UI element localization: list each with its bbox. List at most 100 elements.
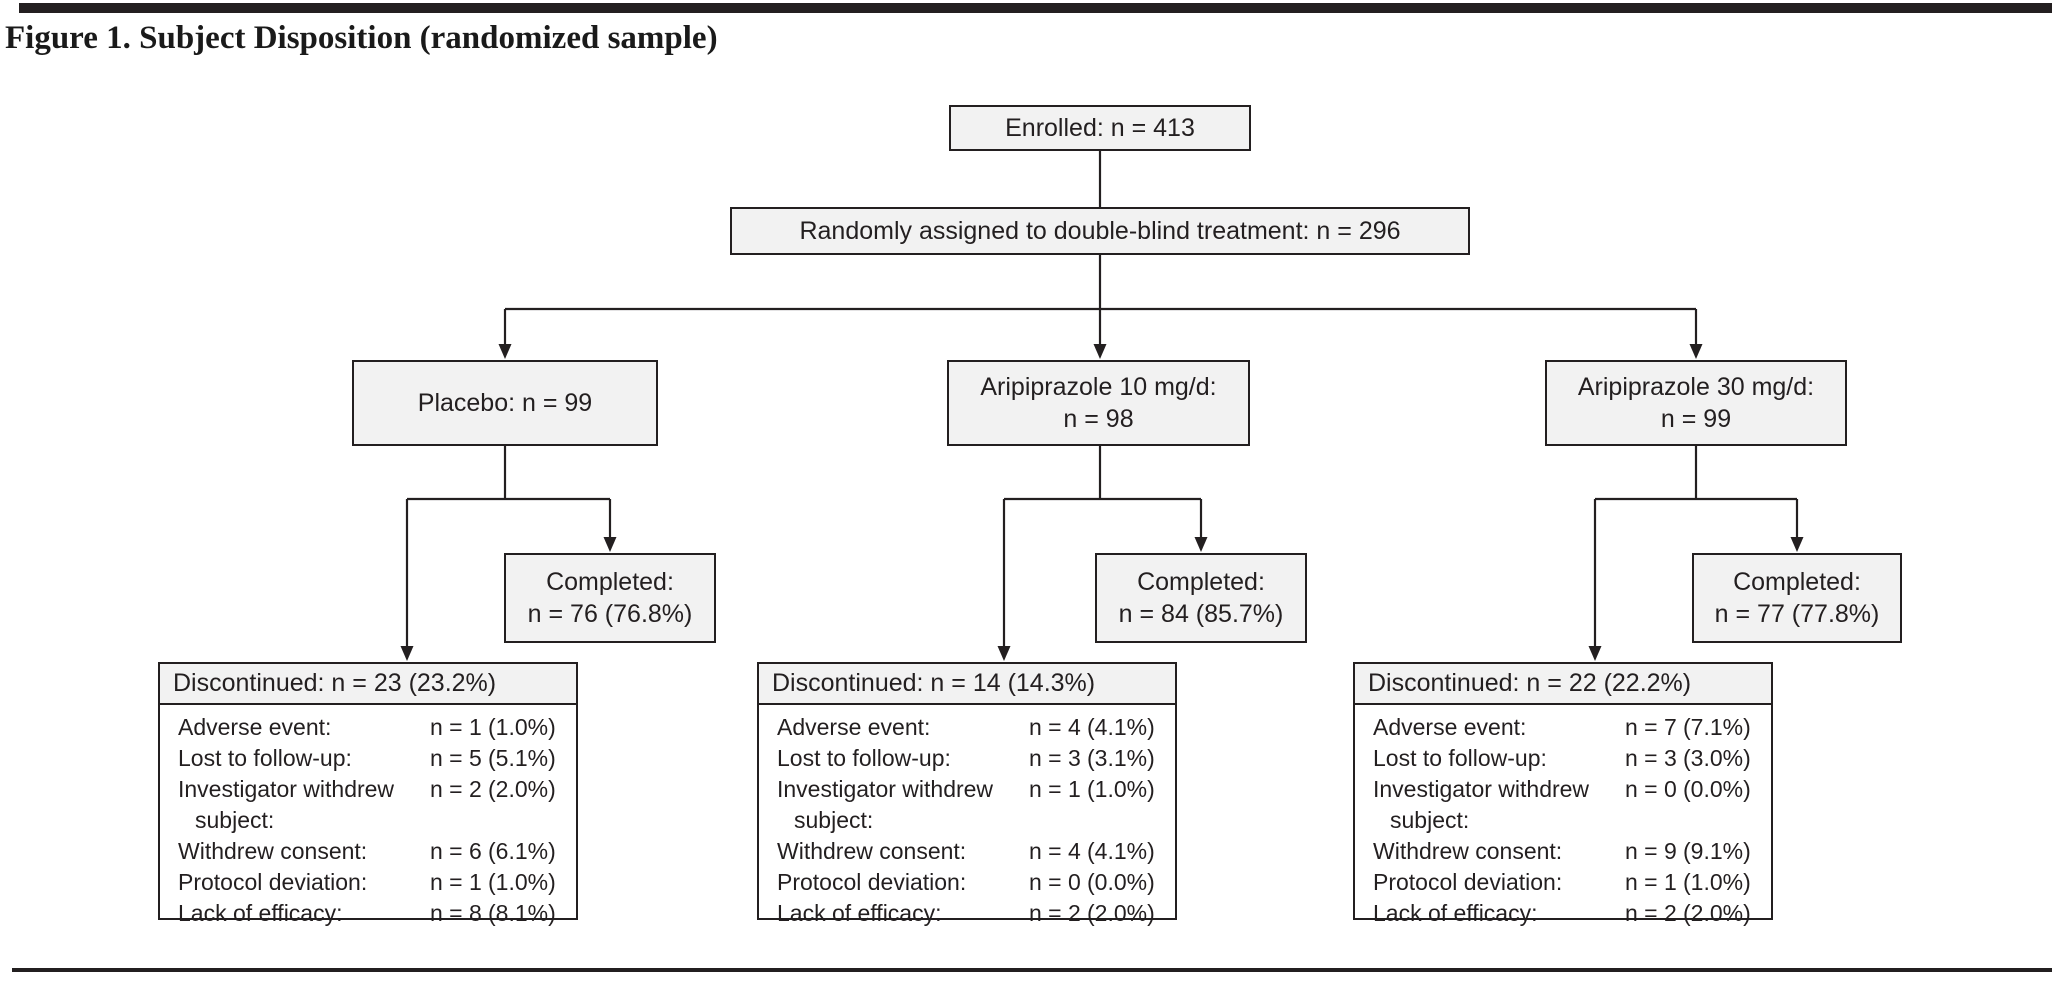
- reason-label: Lost to follow-up:: [178, 745, 352, 771]
- discontinued-box-arip30: Discontinued: n = 22 (22.2%) Adverse eve…: [1353, 662, 1773, 926]
- completed-arip10-line2: n = 84 (85.7%): [1118, 600, 1284, 628]
- reason-row: Lost to follow-up: n = 5 (5.1%): [178, 743, 566, 774]
- reason-n: n = 6: [430, 838, 482, 864]
- reason-label: Investigator withdrew: [777, 776, 994, 802]
- discontinued-box-arip10: Discontinued: n = 14 (14.3%) Adverse eve…: [757, 662, 1177, 926]
- reason-row: Protocol deviation: n = 1 (1.0%): [178, 867, 566, 898]
- reason-row: Investigator withdrew subject: n = 0 (0.0…: [1373, 774, 1761, 836]
- reason-n: n = 1: [430, 869, 482, 895]
- reason-n: n = 9: [1625, 838, 1677, 864]
- reason-pct: (0.0%): [1087, 869, 1155, 895]
- reason-n: n = 1: [430, 714, 482, 740]
- arm-placebo-label: Placebo: n = 99: [417, 389, 593, 417]
- reason-label: Protocol deviation:: [1373, 869, 1563, 895]
- arrowhead-arip30: [1689, 344, 1703, 359]
- completed-box-arip10: Completed: n = 84 (85.7%): [1095, 553, 1307, 643]
- completed-arip10-line1: Completed:: [1137, 568, 1265, 596]
- reason-pct: (1.0%): [488, 714, 556, 740]
- reason-row: Protocol deviation: n = 1 (1.0%): [1373, 867, 1761, 898]
- reason-pct: (5.1%): [488, 745, 556, 771]
- reason-n: n = 2: [1625, 900, 1677, 926]
- arm-box-placebo: Placebo: n = 99: [352, 360, 658, 446]
- reason-label: Adverse event:: [178, 714, 332, 740]
- reason-pct: (2.0%): [1087, 900, 1155, 926]
- reason-row: Withdrew consent: n = 6 (6.1%): [178, 836, 566, 867]
- arm-arip30-label-line2: n = 99: [1660, 405, 1732, 433]
- reason-row: Investigator withdrew subject: n = 1 (1.0…: [777, 774, 1165, 836]
- reason-pct: (2.0%): [1683, 900, 1751, 926]
- completed-placebo-line1: Completed:: [546, 568, 674, 596]
- arm-arip30-label: Aripiprazole 30 mg/d:: [1577, 373, 1815, 401]
- reason-pct: (6.1%): [488, 838, 556, 864]
- reason-pct: (1.0%): [1683, 869, 1751, 895]
- arrowhead-arip30-completed: [1790, 537, 1804, 552]
- reason-label-line2: subject:: [794, 807, 874, 833]
- reason-label: Adverse event:: [777, 714, 931, 740]
- completed-box-arip30: Completed: n = 77 (77.8%): [1692, 553, 1902, 643]
- reason-label: Withdrew consent:: [777, 838, 967, 864]
- completed-arip30-line1: Completed:: [1733, 568, 1861, 596]
- reason-row: Lack of efficacy: n = 8 (8.1%): [178, 898, 566, 929]
- reason-pct: (1.0%): [488, 869, 556, 895]
- reason-n: n = 1: [1625, 869, 1677, 895]
- discontinued-placebo-header: Discontinued: n = 23 (23.2%): [160, 664, 576, 705]
- reason-pct: (4.1%): [1087, 714, 1155, 740]
- reason-row: Investigator withdrew subject: n = 2 (2.0…: [178, 774, 566, 836]
- reason-label: Investigator withdrew: [178, 776, 395, 802]
- randomized-box: Randomly assigned to double-blind treatm…: [730, 207, 1470, 255]
- arrowhead-arip30-discontinued: [1588, 646, 1602, 661]
- figure-title: Figure 1. Subject Disposition (randomize…: [5, 20, 718, 56]
- reason-row: Lost to follow-up: n = 3 (3.1%): [777, 743, 1165, 774]
- completed-arip30-line2: n = 77 (77.8%): [1714, 600, 1880, 628]
- reason-row: Withdrew consent: n = 4 (4.1%): [777, 836, 1165, 867]
- reason-label: Adverse event:: [1373, 714, 1527, 740]
- reason-row: Adverse event: n = 1 (1.0%): [178, 712, 566, 743]
- reason-label: Lack of efficacy:: [178, 900, 343, 926]
- arm-box-arip10: Aripiprazole 10 mg/d: n = 98: [947, 360, 1250, 446]
- reason-row: Lost to follow-up: n = 3 (3.0%): [1373, 743, 1761, 774]
- reason-label: Lack of efficacy:: [777, 900, 942, 926]
- arm-arip10-label-line2: n = 98: [1063, 405, 1134, 433]
- arrowhead-placebo-discontinued: [400, 646, 414, 661]
- reason-row: Adverse event: n = 4 (4.1%): [777, 712, 1165, 743]
- reason-pct: (4.1%): [1087, 838, 1155, 864]
- discontinued-placebo-body: Adverse event: n = 1 (1.0%) Lost to foll…: [160, 705, 576, 935]
- enrolled-label: Enrolled: n = 413: [1005, 114, 1195, 142]
- bottom-rule: [12, 968, 2052, 972]
- reason-row: Lack of efficacy: n = 2 (2.0%): [1373, 898, 1761, 929]
- discontinued-box-placebo: Discontinued: n = 23 (23.2%) Adverse eve…: [158, 662, 578, 926]
- reason-pct: (3.1%): [1087, 745, 1155, 771]
- reason-n: n = 0: [1029, 869, 1081, 895]
- discontinued-arip30-header: Discontinued: n = 22 (22.2%): [1355, 664, 1771, 705]
- reason-label-line2: subject:: [195, 807, 275, 833]
- reason-n: n = 4: [1029, 838, 1081, 864]
- arrowhead-arip10-discontinued: [997, 646, 1011, 661]
- reason-n: n = 7: [1625, 714, 1677, 740]
- discontinued-arip10-body: Adverse event: n = 4 (4.1%) Lost to foll…: [759, 705, 1175, 935]
- enrolled-box: Enrolled: n = 413: [949, 105, 1251, 151]
- reason-n: n = 5: [430, 745, 482, 771]
- top-rule: [19, 3, 2052, 13]
- reason-label-line2: subject:: [1390, 807, 1470, 833]
- completed-box-placebo: Completed: n = 76 (76.8%): [504, 553, 716, 643]
- reason-n: n = 4: [1029, 714, 1081, 740]
- reason-pct: (1.0%): [1087, 776, 1155, 802]
- reason-n: n = 3: [1625, 745, 1677, 771]
- arrowhead-placebo: [498, 344, 512, 359]
- arrowhead-placebo-completed: [603, 537, 617, 552]
- reason-n: n = 1: [1029, 776, 1081, 802]
- reason-n: n = 8: [430, 900, 482, 926]
- arrowhead-arip10: [1093, 344, 1107, 359]
- completed-placebo-line2: n = 76 (76.8%): [527, 600, 693, 628]
- reason-label: Lost to follow-up:: [777, 745, 951, 771]
- reason-label: Investigator withdrew: [1373, 776, 1590, 802]
- reason-label: Protocol deviation:: [178, 869, 368, 895]
- reason-row: Protocol deviation: n = 0 (0.0%): [777, 867, 1165, 898]
- reason-pct: (8.1%): [488, 900, 556, 926]
- reason-n: n = 2: [1029, 900, 1081, 926]
- reason-n: n = 2: [430, 776, 482, 802]
- reason-pct: (0.0%): [1683, 776, 1751, 802]
- reason-n: n = 3: [1029, 745, 1081, 771]
- arm-box-arip30: Aripiprazole 30 mg/d: n = 99: [1545, 360, 1847, 446]
